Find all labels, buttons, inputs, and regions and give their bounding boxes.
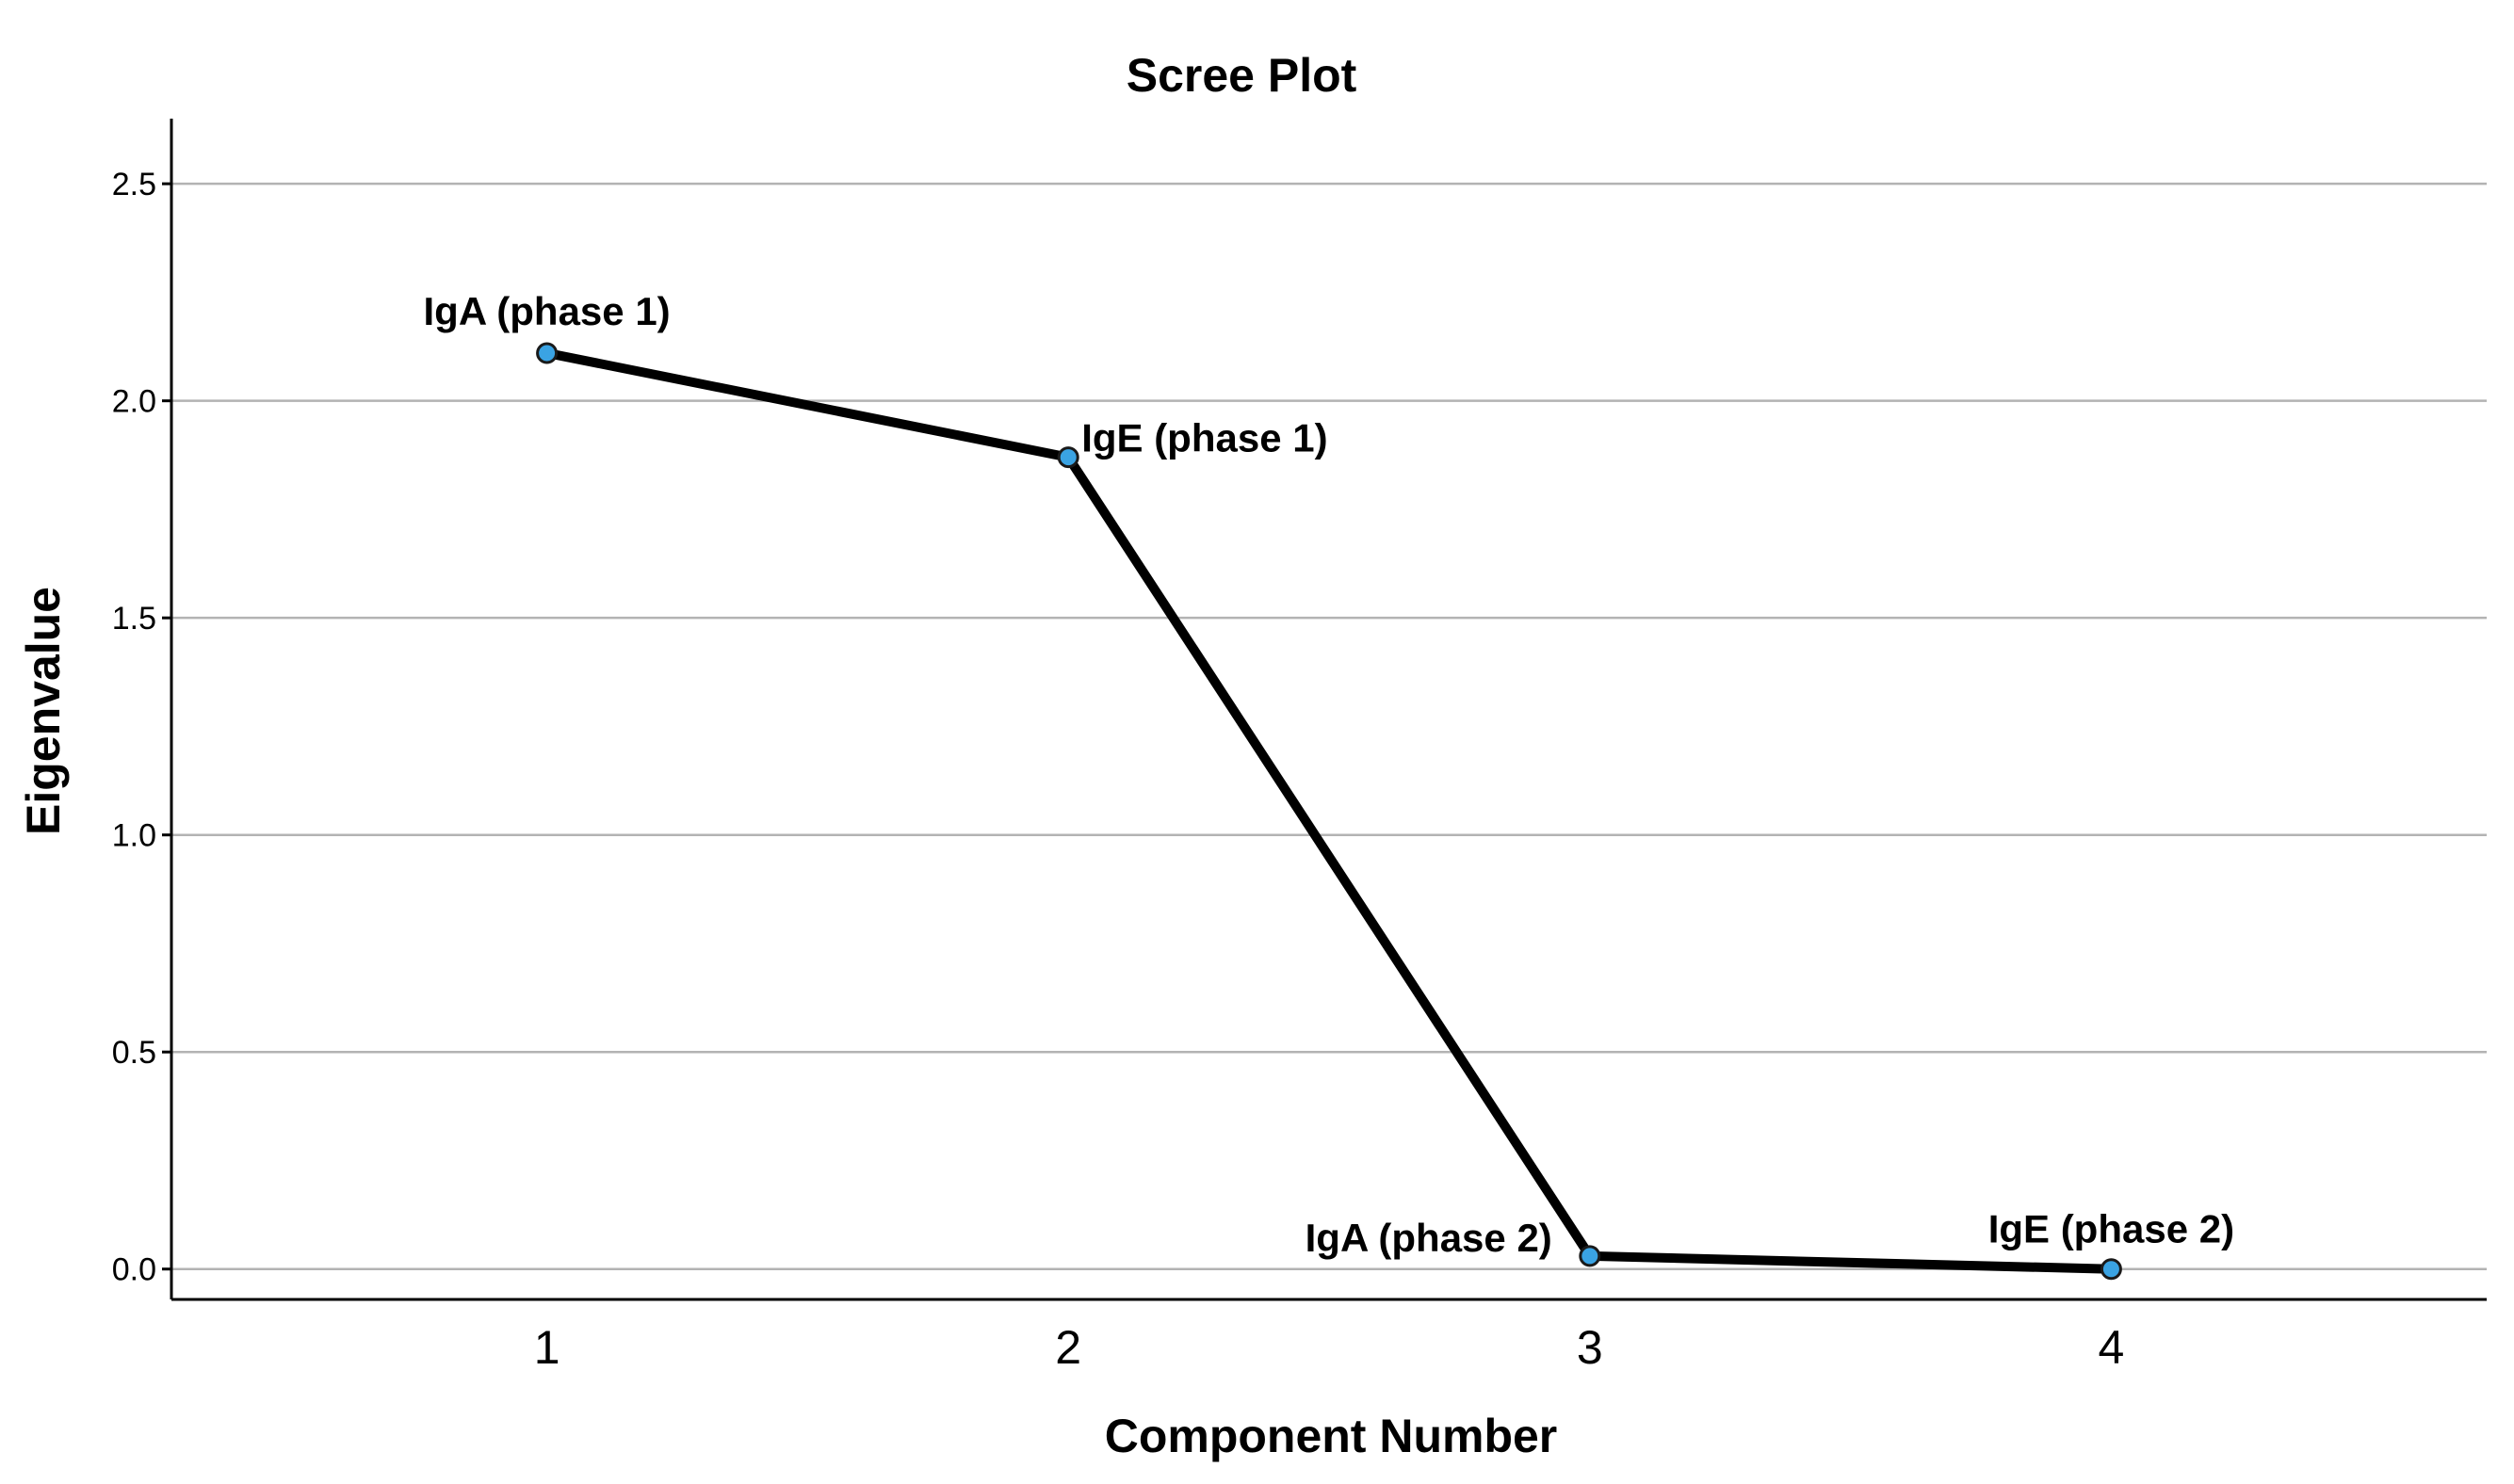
y-tick-label: 0.5: [112, 1035, 156, 1071]
x-tick-label: 4: [2098, 1321, 2124, 1374]
y-axis-ticks: 0.0 0.5 1.0 1.5 2.0 2.5: [112, 167, 171, 1288]
point-labels: IgA (phase 1) IgE (phase 1) IgA (phase 2) I…: [424, 289, 2235, 1260]
x-axis-title: Component Number: [1105, 1410, 1558, 1462]
y-tick-label: 2.5: [112, 167, 156, 202]
data-point: [2100, 1258, 2122, 1281]
data-point: [1579, 1245, 1601, 1267]
y-tick-label: 2.0: [112, 384, 156, 420]
series: [542, 347, 2117, 1274]
y-tick-label: 1.5: [112, 601, 156, 637]
data-label: IgE (phase 1): [1081, 416, 1327, 460]
x-tick-label: 3: [1577, 1321, 1603, 1374]
chart-title: Scree Plot: [1127, 49, 1357, 102]
y-axis-title: Eigenvalue: [17, 587, 70, 835]
y-tick-label: 0.0: [112, 1252, 156, 1288]
data-label: IgA (phase 2): [1306, 1216, 1552, 1260]
data-points: [536, 342, 2122, 1281]
data-point: [536, 342, 559, 364]
data-label: IgA (phase 1): [424, 289, 671, 333]
gridlines: [171, 182, 2487, 1270]
data-point: [1057, 446, 1079, 469]
axes: [170, 119, 2487, 1301]
x-axis-ticks: 1 2 3 4: [534, 1321, 2125, 1374]
x-tick-label: 2: [1055, 1321, 1081, 1374]
series-line: [542, 347, 2117, 1274]
data-label: IgE (phase 2): [1988, 1207, 2234, 1251]
y-tick-label: 1.0: [112, 818, 156, 854]
x-tick-label: 1: [534, 1321, 560, 1374]
